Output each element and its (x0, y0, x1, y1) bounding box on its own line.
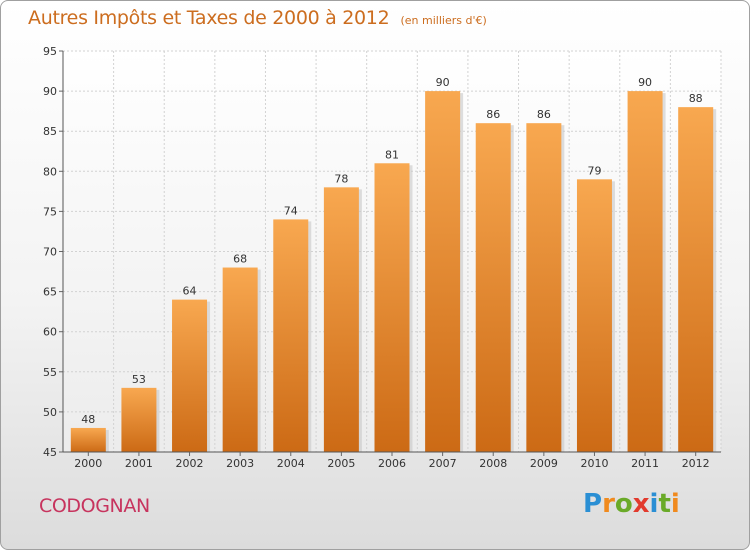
logo-letter: i (649, 489, 659, 519)
x-tick-label: 2002 (176, 457, 204, 470)
y-tick-label: 85 (43, 125, 57, 138)
x-tick-label: 2008 (479, 457, 507, 470)
bar (627, 91, 663, 452)
x-tick-label: 2007 (429, 457, 457, 470)
x-tick-label: 2003 (226, 457, 254, 470)
bar-value-label: 68 (233, 253, 247, 266)
chart-unit-label: (en milliers d'€) (400, 14, 487, 27)
proxiti-logo: Proxiti (583, 489, 680, 519)
bar-value-label: 81 (385, 148, 399, 161)
y-tick-label: 75 (43, 205, 57, 218)
y-tick-label: 55 (43, 366, 57, 379)
bar (121, 387, 157, 452)
x-tick-label: 2006 (378, 457, 406, 470)
x-tick-label: 2009 (530, 457, 558, 470)
y-tick-label: 50 (43, 406, 57, 419)
x-tick-label: 2011 (631, 457, 659, 470)
commune-name: CODOGNAN (39, 495, 150, 517)
y-tick-label: 65 (43, 286, 57, 299)
bar (323, 187, 359, 452)
bar (374, 163, 410, 452)
x-tick-label: 2005 (327, 457, 355, 470)
logo-letter: P (583, 489, 603, 519)
chart-title: Autres Impôts et Taxes de 2000 à 2012 (28, 7, 390, 29)
bar-value-label: 79 (587, 164, 601, 177)
x-tick-label: 2001 (125, 457, 153, 470)
bar-value-label: 64 (183, 285, 197, 298)
bar (273, 219, 309, 452)
y-tick-label: 45 (43, 446, 57, 459)
bar-value-label: 90 (638, 76, 652, 89)
bar-value-label: 86 (486, 108, 500, 121)
logo-letter: t (658, 489, 671, 519)
logo-letter: o (614, 489, 633, 519)
bar (678, 107, 714, 452)
bar-value-label: 53 (132, 373, 146, 386)
x-tick-label: 2004 (277, 457, 305, 470)
x-tick-label: 2012 (682, 457, 710, 470)
y-tick-label: 60 (43, 326, 57, 339)
bar (70, 427, 106, 452)
y-tick-label: 70 (43, 246, 57, 259)
bar-value-label: 90 (436, 76, 450, 89)
bar (576, 179, 612, 452)
bar (222, 267, 258, 452)
bar-value-label: 88 (689, 92, 703, 105)
bar (526, 123, 562, 453)
bar (475, 123, 511, 453)
bar (172, 299, 208, 452)
bar-value-label: 48 (81, 413, 95, 426)
x-tick-label: 2010 (580, 457, 608, 470)
x-tick-label: 2000 (74, 457, 102, 470)
y-tick-label: 95 (43, 45, 57, 58)
bar (425, 91, 461, 452)
logo-letter: x (632, 489, 650, 519)
chart-title-block: Autres Impôts et Taxes de 2000 à 2012 (e… (28, 7, 487, 29)
y-tick-label: 90 (43, 85, 57, 98)
logo-letter: r (602, 489, 615, 519)
bar-value-label: 86 (537, 108, 551, 121)
bar-value-label: 78 (334, 172, 348, 185)
bar-value-label: 74 (284, 204, 298, 217)
logo-letter: i (670, 489, 680, 519)
y-tick-label: 80 (43, 165, 57, 178)
